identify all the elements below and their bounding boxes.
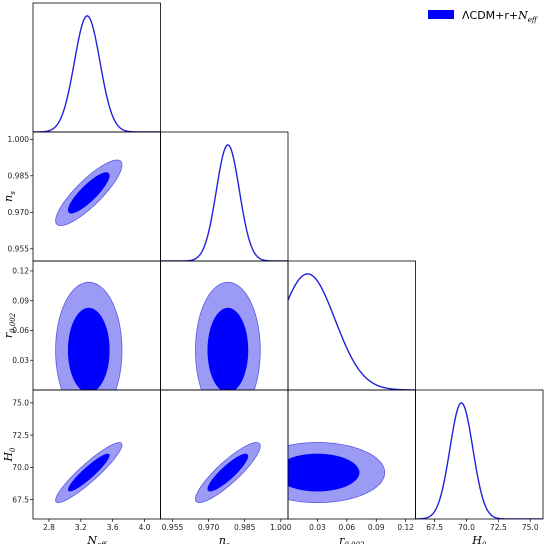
tick-labels-layer: 2.8 3.2 3.6 4.0 0.955 0.970 0.985 1.000 0.03 0.06… [8, 135, 539, 532]
contour-panel-Neff-ns [32, 131, 161, 262]
contour-68-r-H0 [288, 453, 360, 492]
legend-label-text: ΛCDM+r+ [462, 9, 518, 22]
axis-labels-layer: Neff ns r0.002 H0 ns r0.002 H0 [2, 191, 487, 544]
marginal-panel-r [287, 260, 416, 391]
contour-frame-ns-H0 [160, 389, 289, 520]
ytick-label-r-2: 0.09 [12, 296, 29, 305]
xtick-label-H0-2: 72.5 [490, 523, 507, 532]
xtick-label-Neff-0: 2.8 [43, 523, 55, 532]
ytick-label-H0-2: 72.5 [12, 431, 29, 440]
marginal-panel-ns [160, 131, 289, 262]
legend-label: ΛCDM+r+Neff [462, 9, 538, 24]
xtick-label-H0-0: 67.5 [426, 523, 443, 532]
contour-panel-Neff-H0 [32, 389, 161, 520]
marginal-frame-Neff [32, 2, 161, 133]
marginal-panel-Neff [32, 2, 161, 133]
xtick-label-ns-2: 0.985 [234, 523, 256, 532]
legend-swatch [428, 10, 454, 19]
xtick-label-r-3: 0.12 [397, 523, 414, 532]
contour-68-Neff-r [67, 307, 110, 390]
xtick-label-ns-0: 0.955 [162, 523, 184, 532]
ytick-label-H0-0: 67.5 [12, 495, 29, 504]
marginal-frame-r [287, 260, 416, 391]
xtick-label-H0-3: 75.0 [522, 523, 539, 532]
xtick-label-r-1: 0.06 [338, 523, 355, 532]
xtick-label-ns-3: 1.000 [270, 523, 292, 532]
xtick-label-ns-1: 0.970 [198, 523, 220, 532]
ytick-label-r-0: 0.03 [12, 356, 29, 365]
xtick-label-H0-1: 70.0 [458, 523, 475, 532]
contour-panel-ns-H0 [160, 389, 289, 520]
marginal-curve-r [288, 273, 416, 390]
ytick-label-r-1: 0.06 [12, 326, 29, 335]
legend-label-math: N [517, 9, 528, 22]
yaxis-label-r: r0.002 [2, 312, 17, 338]
contour-68-Neff-H0 [67, 453, 110, 492]
xaxis-label-ns: ns [219, 534, 230, 544]
contour-68-ns-r [207, 307, 249, 390]
ytick-label-H0-1: 70.0 [12, 463, 29, 472]
marginal-curve-ns [160, 144, 288, 261]
panels-layer [32, 2, 544, 520]
xtick-label-Neff-1: 3.2 [75, 523, 87, 532]
contour-panel-Neff-r [32, 260, 161, 391]
ytick-label-ns-0: 0.955 [8, 244, 30, 253]
legend-label-sub: eff [528, 16, 538, 24]
ytick-label-ns-2: 0.985 [8, 171, 30, 180]
xaxis-label-H0: H0 [471, 534, 487, 544]
contour-frame-r-H0 [287, 389, 416, 520]
marginal-panel-H0 [415, 389, 544, 520]
legend: ΛCDM+r+Neff [428, 9, 538, 24]
xtick-label-Neff-2: 3.6 [107, 523, 119, 532]
ytick-label-ns-1: 0.970 [8, 208, 30, 217]
ytick-label-H0-3: 75.0 [12, 399, 29, 408]
marginal-curve-Neff [33, 15, 161, 132]
contour-68-ns-H0 [207, 453, 249, 492]
marginal-curve-H0 [415, 402, 543, 519]
contour-panel-r-H0 [287, 389, 416, 520]
xtick-label-r-0: 0.03 [309, 523, 326, 532]
xtick-label-Neff-3: 4.0 [139, 523, 151, 532]
xtick-label-r-2: 0.09 [368, 523, 385, 532]
contour-panel-ns-r [160, 260, 289, 391]
ytick-label-r-3: 0.12 [12, 267, 29, 276]
xaxis-label-Neff: Neff [86, 534, 107, 544]
marginal-frame-H0 [415, 389, 544, 520]
ytick-label-ns-3: 1.000 [8, 135, 30, 144]
xaxis-label-r: r0.002 [339, 534, 365, 544]
yaxis-label-H0: H0 [2, 447, 17, 463]
yaxis-label-ns: ns [2, 191, 17, 202]
contour-68-Neff-ns [67, 172, 110, 214]
